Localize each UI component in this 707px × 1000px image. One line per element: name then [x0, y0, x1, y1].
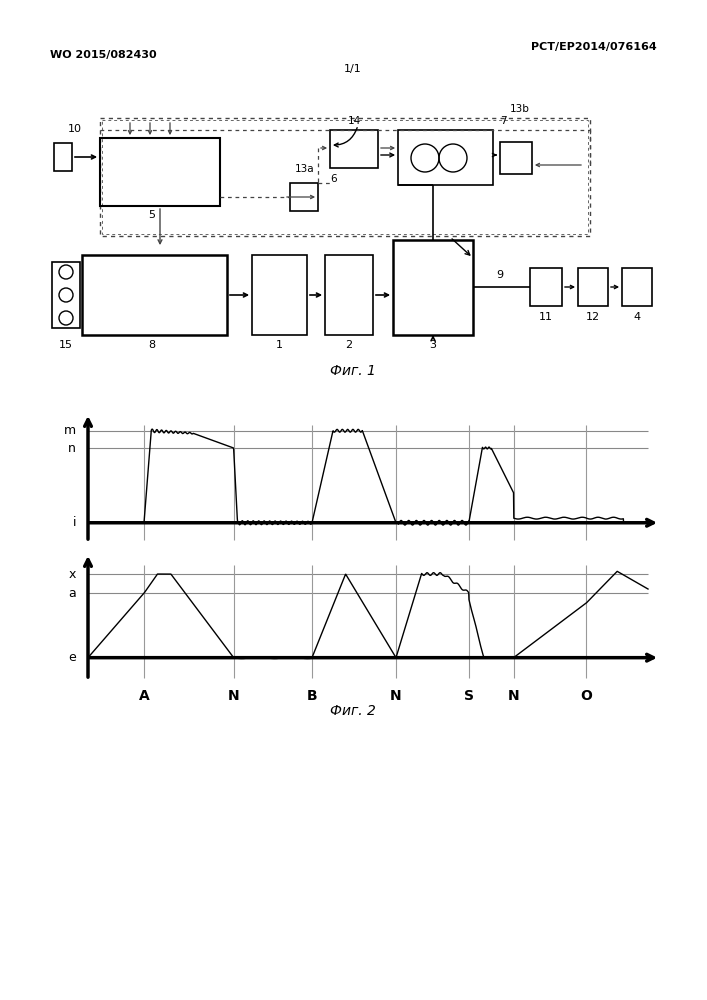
- Text: m: m: [64, 424, 76, 437]
- Bar: [578, 268, 608, 306]
- Text: N: N: [508, 689, 520, 703]
- Bar: [252, 255, 307, 335]
- Text: 5: 5: [148, 210, 156, 220]
- Text: 13b: 13b: [510, 104, 530, 114]
- Text: B: B: [307, 689, 317, 703]
- Text: 10: 10: [68, 124, 82, 134]
- Text: 1/1: 1/1: [344, 64, 362, 74]
- Text: 3: 3: [429, 340, 436, 350]
- Text: 14: 14: [348, 116, 361, 126]
- Text: 8: 8: [148, 340, 156, 350]
- Bar: [52, 262, 80, 328]
- Text: i: i: [73, 516, 76, 529]
- Text: O: O: [580, 689, 592, 703]
- Text: A: A: [139, 689, 149, 703]
- Bar: [54, 143, 72, 171]
- Text: 4: 4: [633, 312, 641, 322]
- Bar: [330, 130, 378, 168]
- Text: Фиг. 2: Фиг. 2: [330, 704, 376, 718]
- Text: 2: 2: [346, 340, 353, 350]
- Text: PCT/EP2014/076164: PCT/EP2014/076164: [531, 42, 657, 52]
- Bar: [530, 268, 562, 306]
- Text: 9: 9: [496, 270, 503, 280]
- Bar: [500, 142, 532, 174]
- Bar: [393, 240, 473, 335]
- Text: 11: 11: [539, 312, 553, 322]
- Text: N: N: [390, 689, 402, 703]
- Bar: [82, 255, 227, 335]
- Text: Фиг. 1: Фиг. 1: [330, 364, 376, 378]
- Bar: [622, 268, 652, 306]
- Text: x: x: [69, 568, 76, 581]
- Text: 6: 6: [330, 174, 337, 184]
- Text: a: a: [69, 587, 76, 600]
- Text: WO 2015/082430: WO 2015/082430: [50, 50, 157, 60]
- Text: 7: 7: [500, 116, 507, 126]
- Text: e: e: [69, 651, 76, 664]
- Text: N: N: [228, 689, 240, 703]
- Text: 12: 12: [586, 312, 600, 322]
- Text: 13a: 13a: [295, 164, 315, 174]
- Bar: [100, 138, 220, 206]
- Bar: [290, 183, 318, 211]
- Bar: [398, 130, 493, 185]
- Bar: [325, 255, 373, 335]
- Bar: [102, 120, 588, 234]
- Bar: [100, 118, 590, 236]
- Text: S: S: [464, 689, 474, 703]
- Text: 15: 15: [59, 340, 73, 350]
- Text: n: n: [68, 442, 76, 454]
- Text: 1: 1: [276, 340, 283, 350]
